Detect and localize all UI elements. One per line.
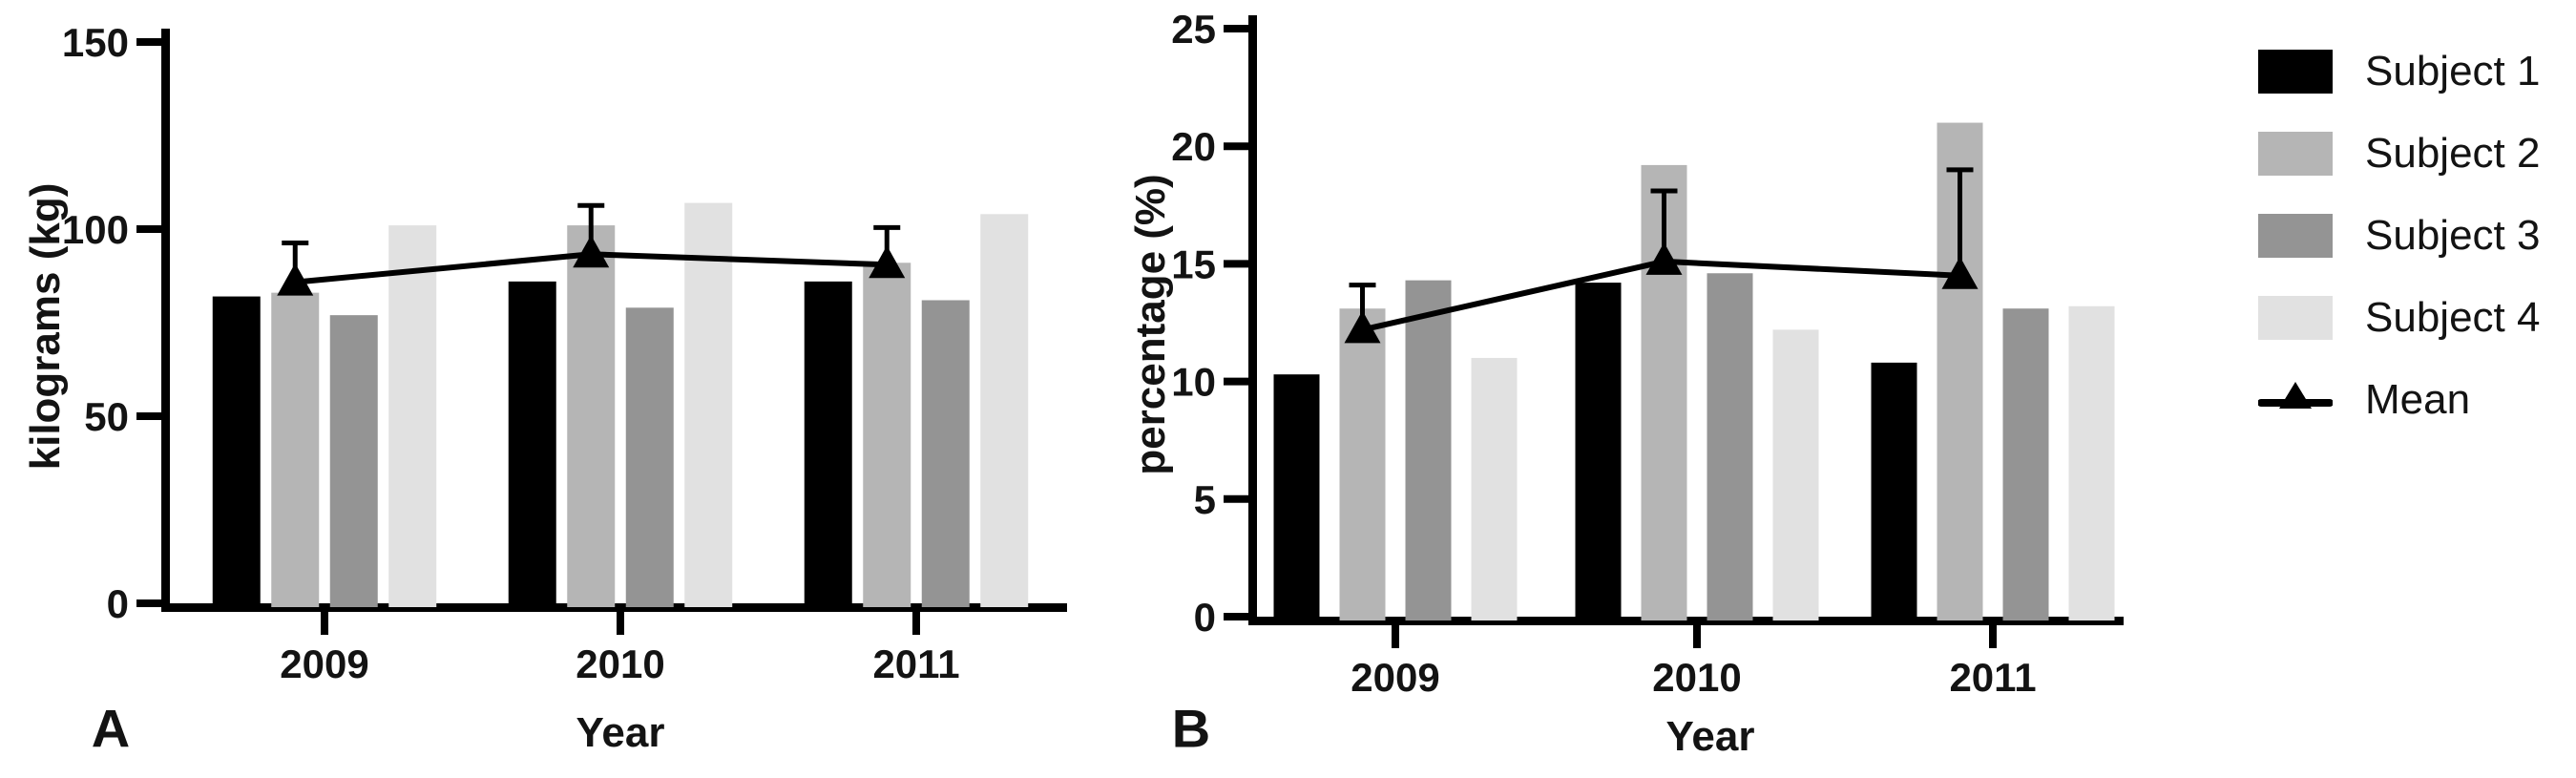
panel-a-label: A (91, 698, 131, 759)
panel-b-label: B (1171, 698, 1211, 759)
y-tick-label-A-0: 0 (107, 581, 129, 626)
x-tick-label-B-2010: 2010 (1652, 655, 1741, 700)
mean-marker-B-2009 (1344, 310, 1381, 344)
bar-B-2010-subject-1 (1575, 283, 1622, 620)
bar-A-2010-subject-1 (508, 281, 556, 607)
bar-A-2009-subject-2 (271, 292, 320, 607)
bar-B-2011-subject-4 (2068, 305, 2115, 620)
bar-A-2011-subject-4 (980, 214, 1029, 607)
y-tick-label-A-150: 150 (62, 20, 129, 65)
mean-marker-icon (2258, 382, 2333, 409)
legend-item-subject-1: Subject 1 (2258, 48, 2541, 95)
mean-marker-A-2010 (573, 235, 610, 268)
legend-label-subject-4: Subject 4 (2365, 294, 2541, 341)
bar-B-2009-subject-3 (1405, 280, 1452, 620)
y-tick-label-A-100: 100 (62, 207, 129, 252)
bar-B-2009-subject-2 (1339, 308, 1386, 620)
bar-A-2011-subject-2 (863, 263, 911, 607)
legend-label-mean: Mean (2365, 376, 2471, 423)
bar-A-2010-subject-2 (567, 225, 616, 607)
legend-item-subject-4: Subject 4 (2258, 294, 2541, 341)
legend-label-subject-2: Subject 2 (2365, 130, 2541, 177)
panel-b-y-axis-title: percentage (%) (1127, 174, 1174, 475)
legend-label-subject-3: Subject 3 (2365, 212, 2541, 259)
y-tick-label-B-25: 25 (1171, 7, 1216, 52)
legend-swatch-subject-1 (2258, 50, 2333, 94)
bar-B-2009-subject-1 (1273, 374, 1320, 620)
bar-A-2010-subject-3 (625, 307, 674, 607)
mean-marker-A-2011 (869, 245, 906, 279)
x-tick-label-A-2011: 2011 (872, 641, 959, 686)
bar-A-2011-subject-1 (804, 281, 852, 607)
y-tick-label-B-10: 10 (1171, 360, 1216, 405)
bar-B-2011-subject-3 (2002, 308, 2049, 620)
bar-B-2010-subject-3 (1707, 273, 1753, 620)
panel-a-y-axis-title: kilograms (kg) (22, 182, 69, 471)
bar-B-2009-subject-4 (1471, 357, 1518, 620)
legend-item-mean: Mean (2258, 376, 2540, 423)
bar-A-2011-subject-3 (921, 300, 970, 607)
legend-item-subject-3: Subject 3 (2258, 212, 2541, 259)
y-tick-label-A-50: 50 (84, 394, 129, 439)
mean-marker-A-2009 (277, 263, 314, 296)
x-tick-label-A-2009: 2009 (280, 641, 368, 686)
legend-swatch-subject-2 (2258, 132, 2333, 176)
mean-marker-B-2011 (1941, 256, 1979, 289)
legend-swatch-subject-4 (2258, 296, 2333, 340)
bar-B-2011-subject-1 (1871, 362, 1917, 620)
legend-label-subject-1: Subject 1 (2365, 48, 2541, 95)
bar-A-2009-subject-3 (329, 315, 378, 607)
bar-A-2010-subject-4 (684, 202, 733, 607)
panel-b-x-axis-title: Year (1665, 713, 1755, 760)
legend-item-subject-2: Subject 2 (2258, 130, 2541, 177)
y-tick-label-B-20: 20 (1171, 124, 1216, 169)
legend: Subject 1 Subject 2 Subject 3 Subject 4 … (2258, 48, 2541, 423)
y-tick-label-B-0: 0 (1194, 595, 1216, 640)
y-tick-label-B-15: 15 (1171, 242, 1216, 286)
x-tick-label-B-2009: 2009 (1351, 655, 1439, 700)
bar-A-2009-subject-1 (212, 296, 261, 607)
y-tick-label-B-5: 5 (1194, 477, 1216, 522)
x-tick-label-B-2011: 2011 (1949, 655, 2036, 700)
legend-swatch-subject-3 (2258, 214, 2333, 258)
mean-marker-B-2010 (1645, 242, 1683, 275)
panel-a-x-axis-title: Year (576, 709, 665, 756)
bar-A-2009-subject-4 (388, 225, 437, 607)
bar-B-2010-subject-4 (1772, 329, 1819, 620)
x-tick-label-A-2010: 2010 (576, 641, 664, 686)
